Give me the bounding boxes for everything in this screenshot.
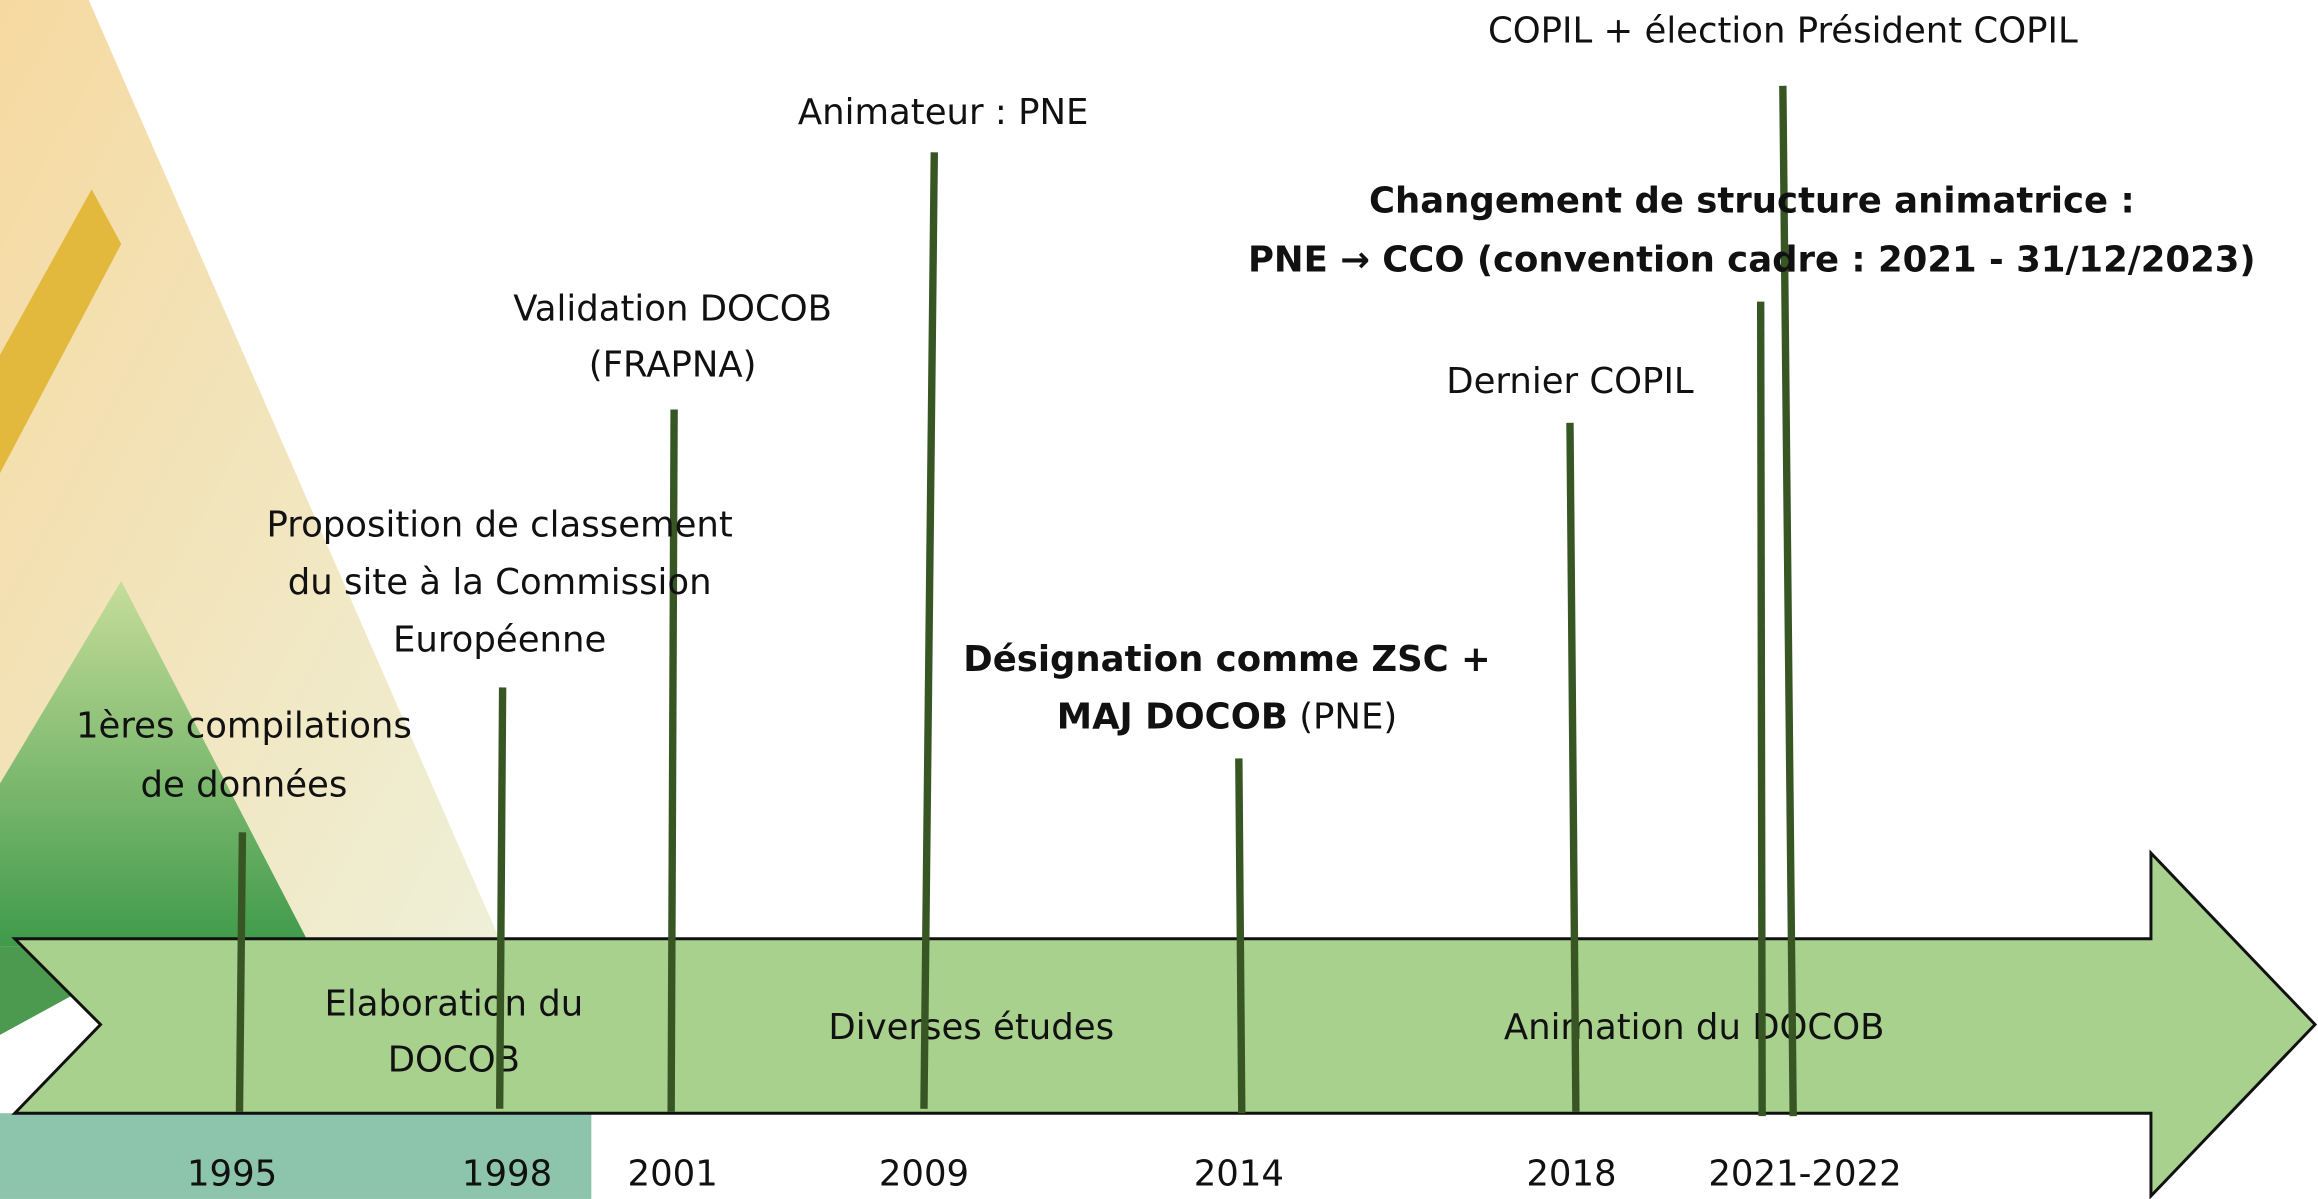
event-label: Dernier COPIL — [1446, 361, 1694, 402]
year-label: 2018 — [1526, 1153, 1616, 1194]
year-label: 1995 — [187, 1153, 277, 1194]
year-label: 2014 — [1194, 1153, 1284, 1194]
event-label: Européenne — [393, 620, 606, 661]
event-line — [1761, 302, 1762, 1117]
event-label: Proposition de classement — [267, 504, 733, 545]
event-line — [1239, 758, 1242, 1113]
timeline-diagram: Elaboration du DOCOB Diverses études Ani… — [0, 0, 2318, 1199]
event-label: Changement de structure animatrice : — [1369, 181, 2135, 222]
event-line — [500, 687, 503, 1108]
year-label: 2021-2022 — [1708, 1153, 1901, 1194]
event-label: PNE → CCO (convention cadre : 2021 - 31/… — [1248, 240, 2256, 281]
event-label: Validation DOCOB — [513, 288, 832, 329]
year-label: 2001 — [628, 1153, 718, 1194]
page: {"timeline": { "years": ["1995", "1998",… — [0, 0, 2318, 1199]
year-label: 2009 — [879, 1153, 969, 1194]
event-label: (FRAPNA) — [589, 345, 757, 386]
phase-label: Diverses études — [828, 1007, 1114, 1048]
event-label-note: (PNE) — [1299, 697, 1397, 738]
year-label: 1998 — [462, 1153, 552, 1194]
event-line — [239, 832, 242, 1111]
event-label: de données — [140, 765, 347, 806]
event-label: MAJ DOCOB (PNE) — [1057, 697, 1397, 738]
event-label: 1ères compilations — [76, 705, 412, 746]
event-label: du site à la Commission — [288, 562, 712, 603]
event-label: COPIL + élection Président COPIL — [1488, 11, 2078, 52]
event-label: Animateur : PNE — [798, 92, 1089, 133]
phase-label: Elaboration du — [324, 983, 583, 1024]
event-label: Désignation comme ZSC + — [963, 639, 1491, 680]
phase-label: Animation du DOCOB — [1504, 1007, 1885, 1048]
event-label-bold: MAJ DOCOB — [1057, 697, 1288, 738]
